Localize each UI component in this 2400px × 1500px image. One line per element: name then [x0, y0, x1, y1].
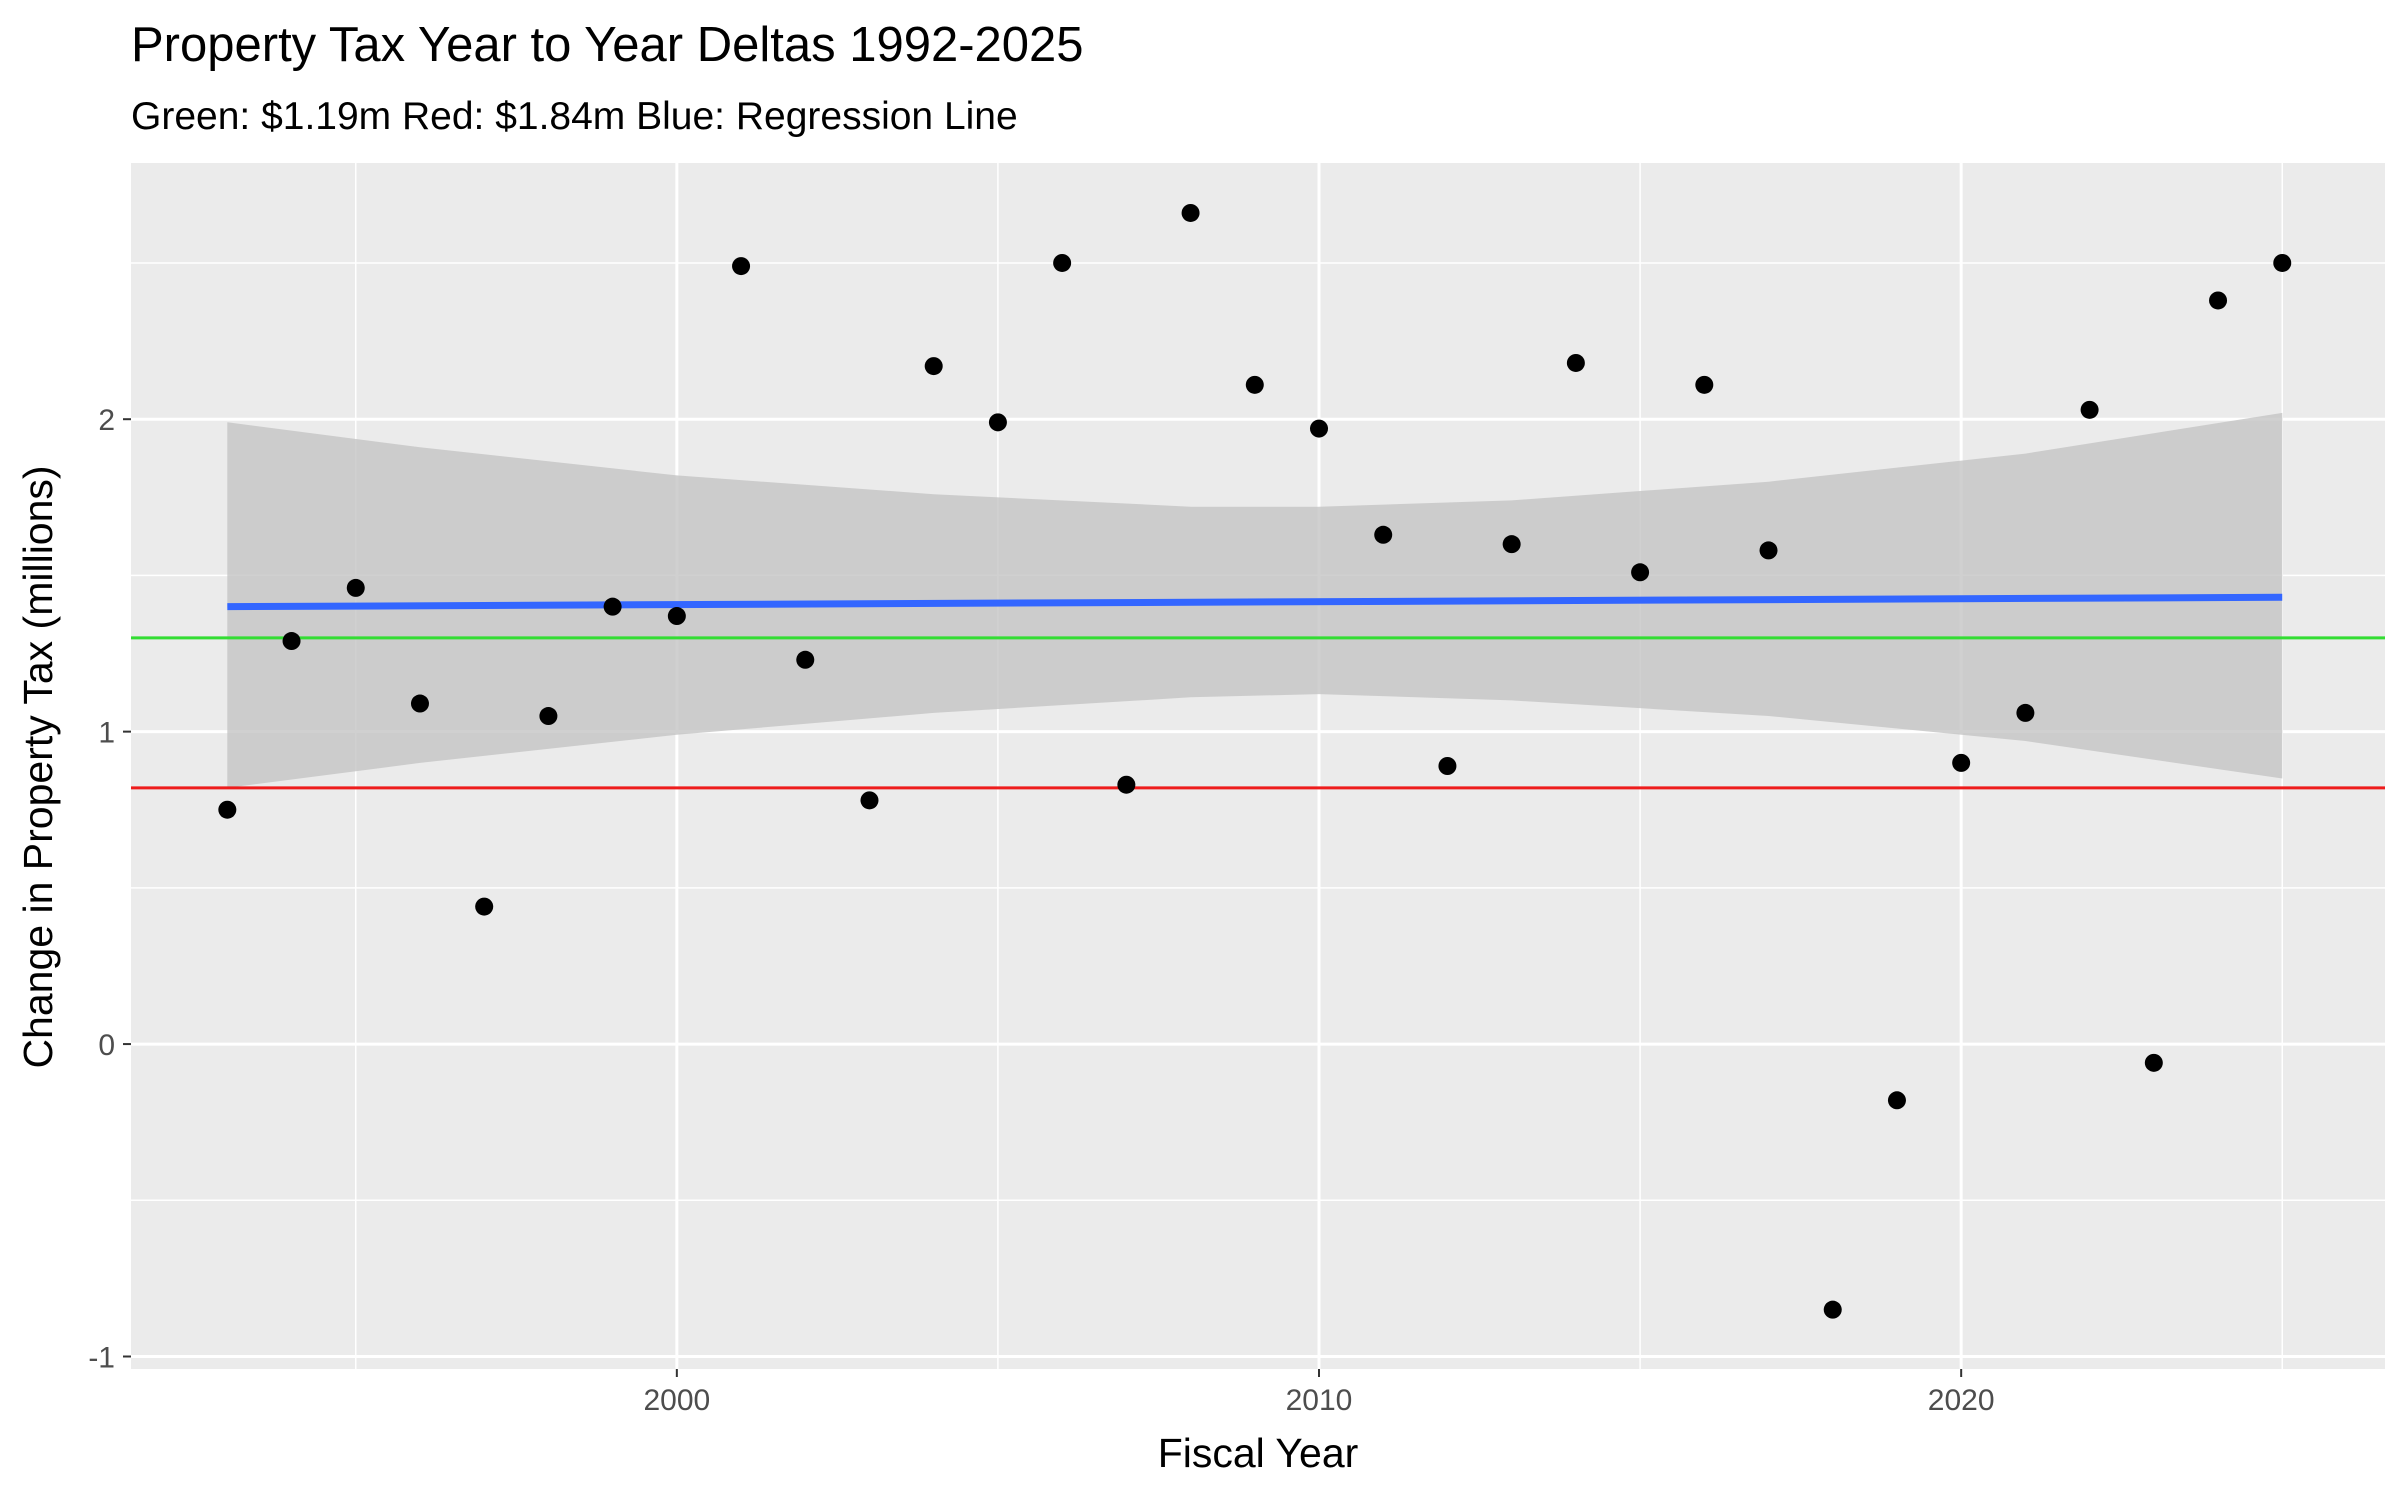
- data-point: [1245, 375, 1264, 394]
- y-axis-title: Change in Property Tax (millions): [15, 465, 61, 1068]
- y-tick-label: 0: [98, 1029, 115, 1062]
- data-point: [603, 597, 622, 616]
- data-point: [1502, 535, 1521, 554]
- data-point: [1438, 757, 1457, 775]
- data-point: [1310, 419, 1329, 438]
- data-point: [346, 578, 365, 597]
- x-tick-label: 2000: [643, 1384, 710, 1417]
- data-point: [1823, 1300, 1842, 1319]
- data-point: [924, 357, 943, 376]
- data-point: [2144, 1053, 2163, 1072]
- chart-title: Property Tax Year to Year Deltas 1992-20…: [131, 18, 1084, 72]
- data-points: [218, 203, 2292, 1319]
- data-point: [1887, 1091, 1906, 1110]
- x-axis-title: Fiscal Year: [1158, 1430, 1359, 1476]
- data-point: [2209, 291, 2228, 310]
- tick-labels: 2000 2010 2020 -1 0 1 2: [88, 404, 1994, 1417]
- data-point: [796, 650, 815, 669]
- reference-lines: [131, 636, 2385, 790]
- data-point: [1374, 525, 1393, 544]
- data-point: [732, 257, 751, 276]
- data-point: [1181, 203, 1200, 222]
- data-point: [1952, 753, 1971, 772]
- data-point: [860, 791, 879, 810]
- data-point: [218, 800, 237, 819]
- data-point: [1759, 541, 1778, 560]
- data-point: [282, 632, 301, 651]
- data-point: [667, 607, 686, 626]
- data-point: [2273, 253, 2292, 272]
- data-point: [988, 413, 1007, 432]
- y-tick-label: -1: [88, 1342, 115, 1375]
- data-point: [1631, 563, 1650, 582]
- data-point: [539, 707, 558, 726]
- data-point: [1566, 353, 1585, 372]
- data-point: [410, 694, 429, 713]
- data-point: [1117, 775, 1136, 794]
- data-point: [2016, 703, 2035, 722]
- x-tick-label: 2010: [1286, 1384, 1353, 1417]
- x-tick-label: 2020: [1928, 1384, 1995, 1417]
- y-tick-label: 2: [98, 404, 115, 437]
- data-point: [2080, 400, 2099, 419]
- regression-line: [227, 593, 2283, 611]
- axis-ticks: [123, 418, 1963, 1377]
- y-tick-label: 1: [98, 717, 115, 750]
- data-point: [1695, 375, 1714, 394]
- chart-subtitle: Green: $1.19m Red: $1.84m Blue: Regressi…: [131, 95, 1018, 138]
- data-point: [475, 897, 494, 916]
- plot-panel: [131, 163, 2385, 1369]
- data-point: [1053, 253, 1072, 272]
